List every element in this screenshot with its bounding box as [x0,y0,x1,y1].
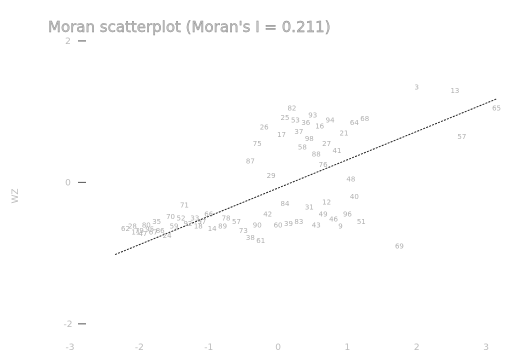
scatter-point: 14 [208,225,217,233]
scatter-point: 25 [281,114,290,122]
data-points: 6228117947809567358624705952719233189766… [121,83,501,250]
scatter-point: 57 [232,218,241,226]
scatter-point: 16 [315,122,324,130]
scatter-point: 79 [135,227,144,235]
scatter-point: 17 [277,131,286,139]
scatter-point: 37 [294,128,303,136]
scatter-point: 48 [346,175,355,183]
scatter-point: 71 [180,202,189,210]
scatter-point: 80 [142,221,151,229]
scatter-point: 49 [319,211,328,219]
scatter-point: 66 [204,211,213,219]
scatter-point: 35 [152,218,161,226]
scatter-point: 27 [322,140,331,148]
scatter-point: 57 [457,133,466,141]
scatter-point: 39 [284,220,293,228]
y-tick-label: 2 [65,37,71,47]
x-tick-label: -1 [204,343,213,352]
scatter-point: 51 [357,218,366,226]
scatter-point: 61 [256,237,265,245]
scatter-point: 78 [222,214,231,222]
scatter-point: 95 [145,226,154,234]
scatter-point: 33 [190,214,199,222]
scatter-point: 40 [350,193,359,201]
scatter-point: 41 [333,147,342,155]
scatter-point: 89 [218,223,227,231]
scatter-point: 31 [305,204,314,212]
scatter-point: 43 [312,221,321,229]
chart-title: Moran scatterplot (Moran's I = 0.211) [48,18,331,36]
scatter-point: 84 [281,200,290,208]
scatter-point: 82 [287,105,296,113]
scatter-point: 83 [294,218,303,226]
scatter-point: 12 [322,199,331,207]
scatter-point: 47 [138,230,147,238]
scatter-point: 3 [415,83,419,91]
scatter-point: 76 [319,161,328,169]
scatter-point: 65 [492,105,501,113]
scatter-point: 69 [395,243,404,251]
x-tick-label: 0 [275,343,281,352]
y-axis-label: WZ [11,188,21,203]
scatter-point: 46 [329,216,338,224]
scatter-point: 28 [128,223,137,231]
x-tick-label: 1 [345,343,351,352]
scatter-point: 26 [260,124,269,132]
scatter-point: 59 [170,223,179,231]
scatter-point: 96 [343,211,352,219]
regression-line [114,98,497,255]
scatter-point: 58 [298,144,307,152]
x-axis-ticks: -3 -2 -1 0 1 2 3 [66,343,489,352]
x-tick-label: 3 [483,343,489,352]
scatter-point: 86 [156,227,165,235]
scatter-point: 38 [246,234,255,242]
scatter-point: 29 [267,172,276,180]
scatter-point: 87 [246,158,255,166]
scatter-point: 92 [183,220,192,228]
scatter-point: 88 [312,151,321,159]
x-tick-label: -3 [66,343,75,352]
x-tick-label: 2 [414,343,420,352]
scatter-point: 90 [253,221,262,229]
scatter-point: 67 [149,228,158,236]
scatter-point: 68 [360,115,369,123]
scatter-point: 53 [291,117,300,125]
scatter-point: 36 [301,119,310,127]
scatter-point: 94 [326,117,335,125]
scatter-point: 42 [263,211,272,219]
y-axis-ticks: -2 0 2 [64,37,86,330]
scatter-point: 64 [350,119,359,127]
scatter-point: 18 [194,223,203,231]
x-tick-label: -2 [135,343,144,352]
scatter-point: 9 [338,223,342,231]
scatter-point: 73 [239,227,248,235]
scatter-point: 24 [163,232,172,240]
scatter-point: 62 [121,225,130,233]
scatter-point: 97 [197,218,206,226]
y-tick-label: -2 [64,320,73,330]
scatter-point: 11 [131,228,140,236]
scatter-point: 93 [308,112,317,120]
scatter-point: 52 [177,214,186,222]
y-tick-label: 0 [65,178,71,188]
scatter-point: 98 [305,135,314,143]
scatter-point: 21 [339,129,348,137]
scatter-point: 13 [450,87,459,95]
scatter-point: 60 [274,221,283,229]
scatter-point: 70 [166,213,175,221]
scatter-point: 75 [253,140,262,148]
